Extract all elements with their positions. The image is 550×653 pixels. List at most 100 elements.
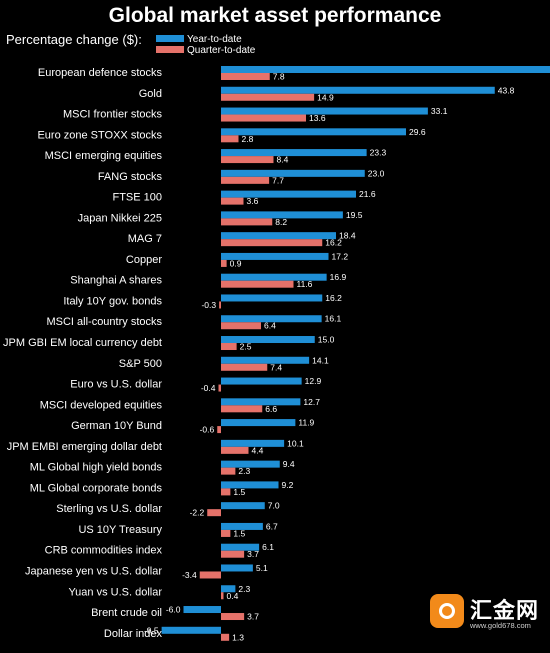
category-label-yuan-vs-u-s-dollar: Yuan vs U.S. dollar (68, 586, 162, 598)
category-label-sterling-vs-u-s-dollar: Sterling vs U.S. dollar (56, 503, 162, 515)
bar-qtd-msci-emerging-equities (221, 156, 274, 164)
category-label-european-defence-stocks: European defence stocks (38, 67, 163, 79)
value-label-qtd-msci-emerging-equities: 8.4 (277, 155, 289, 165)
watermark: 汇金网 www.gold678.com (428, 592, 546, 634)
value-label-qtd-copper: 0.9 (230, 258, 242, 268)
bar-ytd-japanese-yen-vs-u-s-dollar (221, 564, 253, 572)
value-label-ytd-us-10y-treasury: 6.7 (266, 521, 278, 531)
value-label-qtd-yuan-vs-u-s-dollar: 0.4 (227, 591, 239, 601)
category-label-crb-commodities-index: CRB commodities index (45, 545, 163, 557)
bar-ytd-italy-10y-gov-bonds (221, 294, 323, 302)
value-label-qtd-european-defence-stocks: 7.8 (273, 72, 285, 82)
value-label-ytd-jpm-embi-emerging-dollar-debt: 10.1 (287, 438, 304, 448)
value-label-ytd-mag-7: 18.4 (339, 231, 356, 241)
bar-qtd-sandp-500 (221, 363, 268, 371)
legend-swatch-year-to-date (156, 35, 184, 42)
bar-qtd-japan-nikkei-225 (221, 218, 273, 226)
bar-qtd-japanese-yen-vs-u-s-dollar (199, 571, 221, 579)
bar-ytd-japan-nikkei-225 (221, 211, 343, 219)
bar-ytd-sterling-vs-u-s-dollar (221, 502, 265, 510)
value-label-qtd-mag-7: 16.2 (325, 238, 342, 248)
value-label-qtd-japanese-yen-vs-u-s-dollar: -3.4 (182, 570, 197, 580)
bar-ytd-fang-stocks (221, 169, 365, 177)
value-label-qtd-ml-global-corporate-bonds: 1.5 (233, 487, 245, 497)
bar-ytd-msci-developed-equities (221, 398, 301, 406)
value-label-ytd-italy-10y-gov-bonds: 16.2 (325, 293, 342, 303)
category-label-german-10y-bund: German 10Y Bund (71, 420, 162, 432)
value-label-ytd-yuan-vs-u-s-dollar: 2.3 (238, 584, 250, 594)
bar-qtd-fang-stocks (221, 176, 270, 184)
value-label-ytd-msci-developed-equities: 12.7 (303, 397, 320, 407)
watermark-url: www.gold678.com (470, 621, 531, 630)
chart-subtitle: Percentage change ($): (6, 32, 142, 47)
value-label-qtd-us-10y-treasury: 1.5 (233, 528, 245, 538)
bar-qtd-yuan-vs-u-s-dollar (221, 592, 224, 600)
bar-qtd-euro-zone-stoxx-stocks (221, 135, 239, 143)
bar-qtd-ml-global-high-yield-bonds (221, 467, 236, 475)
category-label-brent-crude-oil: Brent crude oil (91, 607, 162, 619)
value-label-qtd-japan-nikkei-225: 8.2 (275, 217, 287, 227)
bar-ytd-euro-vs-u-s-dollar (221, 377, 302, 385)
bar-qtd-german-10y-bund (217, 426, 221, 434)
value-label-ytd-japanese-yen-vs-u-s-dollar: 5.1 (256, 563, 268, 573)
bar-ytd-jpm-embi-emerging-dollar-debt (221, 439, 285, 447)
bar-ytd-yuan-vs-u-s-dollar (221, 585, 236, 593)
bar-ytd-ml-global-corporate-bonds (221, 481, 279, 489)
value-label-ytd-msci-emerging-equities: 23.3 (370, 148, 387, 158)
bar-qtd-crb-commodities-index (221, 550, 245, 558)
value-label-ytd-japan-nikkei-225: 19.5 (346, 210, 363, 220)
value-label-qtd-msci-all-country-stocks: 6.4 (264, 321, 276, 331)
bar-ytd-mag-7 (221, 232, 336, 240)
value-label-qtd-msci-frontier-stocks: 13.6 (309, 113, 326, 123)
bar-qtd-ml-global-corporate-bonds (221, 488, 231, 496)
category-label-japanese-yen-vs-u-s-dollar: Japanese yen vs U.S. dollar (25, 565, 162, 577)
bar-qtd-jpm-embi-emerging-dollar-debt (221, 446, 249, 454)
bar-ytd-jpm-gbi-em-local-currency-debt (221, 336, 315, 344)
category-label-mag-7: MAG 7 (128, 233, 162, 245)
value-label-ytd-crb-commodities-index: 6.1 (262, 542, 274, 552)
category-label-ml-global-corporate-bonds: ML Global corporate bonds (30, 482, 163, 494)
bar-qtd-mag-7 (221, 239, 323, 247)
bar-qtd-msci-frontier-stocks (221, 114, 306, 122)
category-label-jpm-gbi-em-local-currency-debt: JPM GBI EM local currency debt (3, 337, 162, 349)
bar-ytd-ml-global-high-yield-bonds (221, 460, 280, 468)
bar-ytd-crb-commodities-index (221, 543, 260, 551)
value-label-qtd-jpm-embi-emerging-dollar-debt: 4.4 (252, 445, 264, 455)
category-label-ftse-100: FTSE 100 (112, 192, 162, 204)
value-label-qtd-italy-10y-gov-bonds: -0.3 (201, 300, 216, 310)
value-label-qtd-euro-zone-stoxx-stocks: 2.8 (242, 134, 254, 144)
bar-ytd-msci-all-country-stocks (221, 315, 322, 323)
bar-qtd-european-defence-stocks (221, 73, 270, 80)
legend: Year-to-date Quarter-to-date (156, 34, 256, 56)
value-label-ytd-euro-zone-stoxx-stocks: 29.6 (409, 127, 426, 137)
bar-qtd-gold (221, 93, 315, 101)
bar-qtd-brent-crude-oil (221, 613, 245, 621)
bar-ytd-msci-emerging-equities (221, 149, 367, 157)
bar-ytd-us-10y-treasury (221, 522, 263, 530)
bar-ytd-sandp-500 (221, 356, 310, 364)
category-label-ml-global-high-yield-bonds: ML Global high yield bonds (30, 462, 163, 474)
legend-swatch-quarter-to-date (156, 46, 184, 53)
value-label-qtd-crb-commodities-index: 3.7 (247, 549, 259, 559)
value-label-ytd-euro-vs-u-s-dollar: 12.9 (305, 376, 322, 386)
category-label-sandp-500: S&P 500 (119, 358, 162, 370)
value-label-ytd-sandp-500: 14.1 (312, 355, 329, 365)
bar-ytd-euro-zone-stoxx-stocks (221, 128, 406, 136)
category-label-jpm-embi-emerging-dollar-debt: JPM EMBI emerging dollar debt (7, 441, 162, 453)
value-label-ytd-copper: 17.2 (332, 251, 349, 261)
bar-qtd-copper (221, 259, 227, 267)
bar-qtd-us-10y-treasury (221, 529, 231, 537)
value-label-ytd-msci-all-country-stocks: 16.1 (325, 314, 342, 324)
category-label-euro-vs-u-s-dollar: Euro vs U.S. dollar (70, 379, 162, 391)
bar-qtd-dollar-index (221, 633, 230, 641)
value-label-ytd-gold: 43.8 (498, 85, 515, 95)
bar-qtd-italy-10y-gov-bonds (219, 301, 221, 309)
value-label-qtd-msci-developed-equities: 6.6 (265, 404, 277, 414)
value-label-qtd-euro-vs-u-s-dollar: -0.4 (201, 383, 216, 393)
value-label-qtd-shanghai-a-shares: 11.6 (297, 279, 313, 289)
bar-qtd-sterling-vs-u-s-dollar (207, 509, 221, 517)
category-label-japan-nikkei-225: Japan Nikkei 225 (78, 212, 162, 224)
plot-area: European defence stocks81.97.8Gold43.814… (3, 66, 550, 642)
bar-ytd-msci-frontier-stocks (221, 107, 428, 115)
value-label-ytd-jpm-gbi-em-local-currency-debt: 15.0 (318, 335, 335, 345)
